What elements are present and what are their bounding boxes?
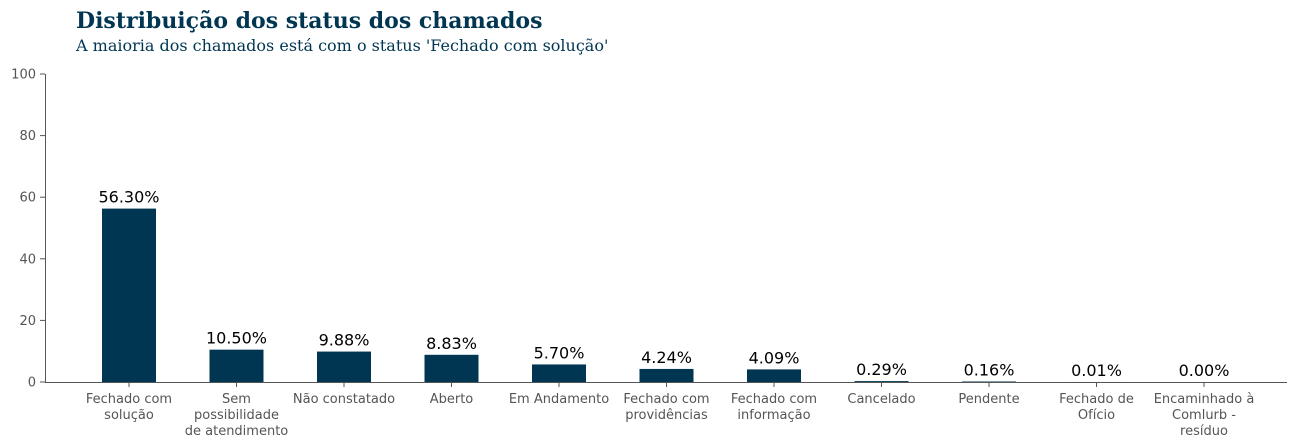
y-ticks: 0 20 40 60 80 100 <box>11 68 45 391</box>
bar-value-label: 4.24% <box>641 348 692 367</box>
bar <box>639 368 694 382</box>
x-tick-label: Pendente <box>958 392 1019 407</box>
x-tick-label-line: Não constatado <box>293 392 395 407</box>
bar-value-label: 56.30% <box>98 188 159 207</box>
y-tick-label: 0 <box>28 376 36 391</box>
x-tick-label: Não constatado <box>293 392 395 407</box>
x-tick-label-line: Fechado com <box>623 392 709 407</box>
bar-value-label: 4.09% <box>749 348 800 367</box>
bar <box>209 349 264 382</box>
bar <box>424 354 479 382</box>
bar-value-label: 5.70% <box>534 343 585 362</box>
x-tick-label: Fechado de Ofício <box>1059 392 1134 423</box>
x-tick-label: Fechado com solução <box>86 392 172 423</box>
bar-value-label: 0.00% <box>1179 361 1230 380</box>
y-tick-label: 80 <box>19 129 36 144</box>
y-tick-label: 20 <box>19 314 36 329</box>
y-tick-label: 60 <box>19 191 36 206</box>
x-tick-label: Fechado com informação <box>731 392 817 423</box>
bar <box>747 369 801 382</box>
y-tick-label: 40 <box>19 252 36 267</box>
x-tick-label: Fechado com providências <box>623 392 709 423</box>
x-tick-label-line: solução <box>104 408 154 423</box>
bar-value-label: 0.01% <box>1071 361 1122 380</box>
bar <box>854 381 909 382</box>
x-tick-label-line: Sem <box>222 392 251 407</box>
x-tick-label: Encaminhado à Comlurb -resíduo <box>1154 392 1255 439</box>
x-tick-label-line: informação <box>737 408 810 423</box>
bar-value-label: 9.88% <box>319 331 370 350</box>
x-tick-label-line: Pendente <box>958 392 1019 407</box>
x-tick-label-line: de atendimento <box>185 424 289 439</box>
bar <box>317 351 371 382</box>
x-tick-label: Aberto <box>430 392 474 407</box>
bars: 56.30% 10.50% 9.88% 8.83% 5.70% 4.24% 4.09% 0.2… <box>98 188 1229 382</box>
bar-value-label: 10.50% <box>206 329 267 348</box>
chart-title: Distribuição dos status dos chamados <box>76 8 542 34</box>
x-tick-label-line: resíduo <box>1180 424 1228 439</box>
x-tick-label-line: Em Andamento <box>509 392 609 407</box>
x-tick-label-line: Ofício <box>1078 408 1115 423</box>
chart-subtitle: A maioria dos chamados está com o status… <box>75 36 608 55</box>
bar-value-label: 8.83% <box>426 334 477 353</box>
x-tick-label-line: Fechado com <box>86 392 172 407</box>
x-tick-label-line: Fechado de <box>1059 392 1134 407</box>
x-tick-label: Sem possibilidade de atendimento <box>185 392 289 439</box>
x-tick-label-line: Comlurb - <box>1172 408 1236 423</box>
bar <box>102 208 156 382</box>
y-tick-label: 100 <box>11 68 36 83</box>
x-tick-label-line: Encaminhado à <box>1154 392 1255 407</box>
bar-value-label: 0.29% <box>856 360 907 379</box>
x-tick-label: Em Andamento <box>509 392 609 407</box>
x-tick-label-line: Aberto <box>430 392 474 407</box>
x-tick-label: Cancelado <box>847 392 915 407</box>
bar <box>532 364 586 382</box>
x-tick-label-line: Cancelado <box>847 392 915 407</box>
x-tick-label-line: Fechado com <box>731 392 817 407</box>
bar-value-label: 0.16% <box>964 361 1015 380</box>
x-tick-label-line: providências <box>625 408 708 423</box>
x-tick-label-line: possibilidade <box>194 408 279 423</box>
